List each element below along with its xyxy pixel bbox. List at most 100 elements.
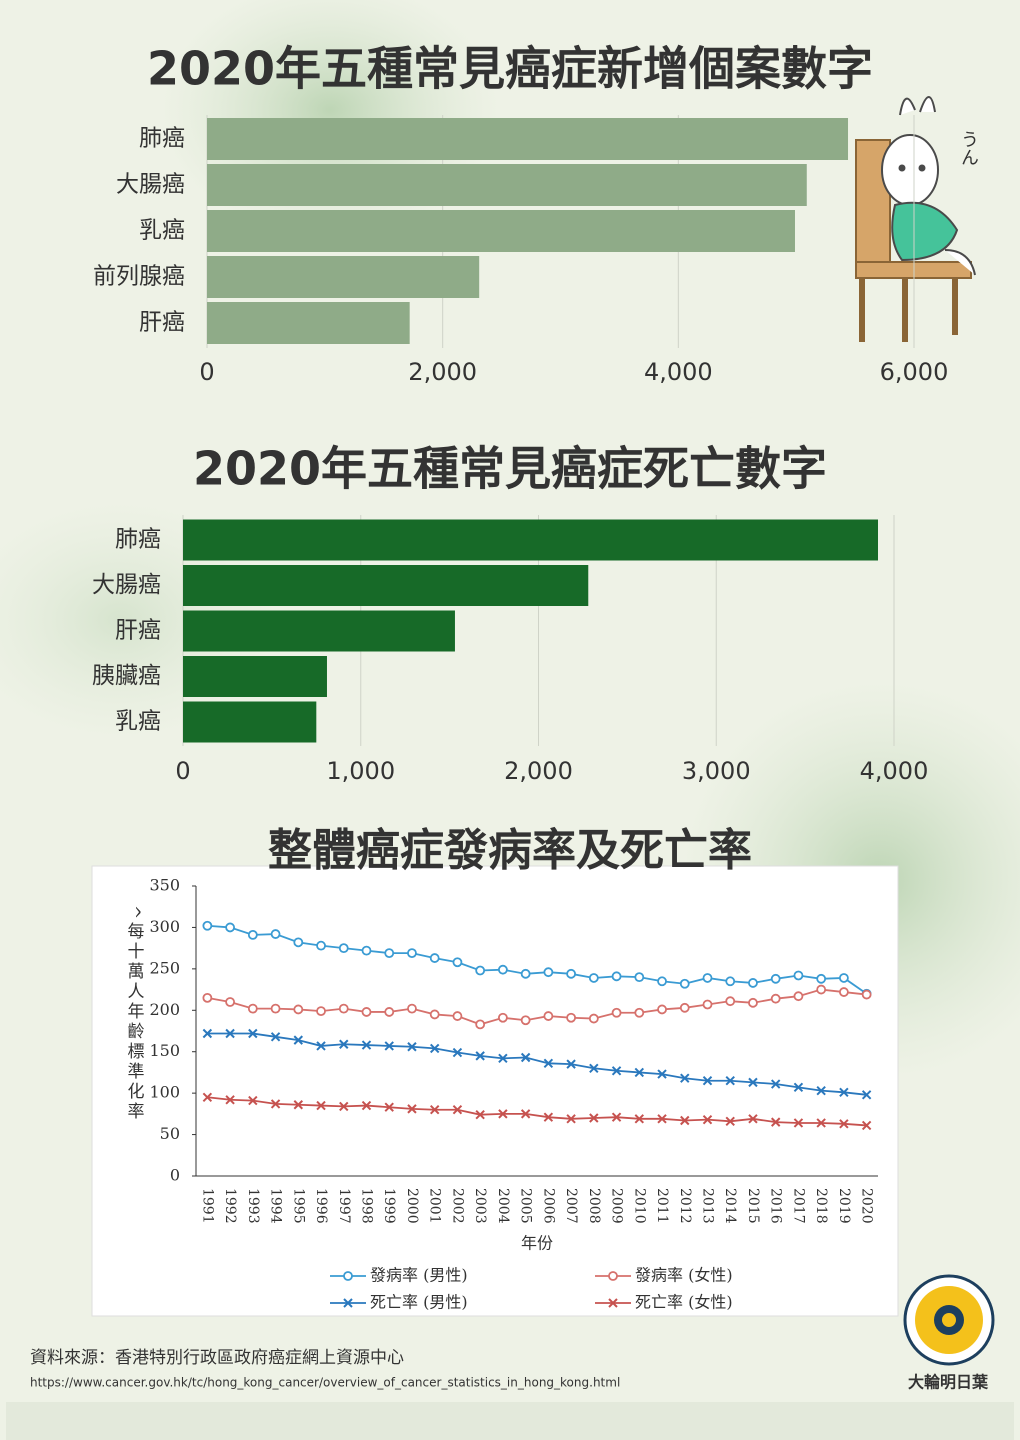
y-tick-label: 大腸癌 [92,572,161,598]
bar [183,610,455,652]
marker [429,953,440,963]
marker [634,1007,645,1018]
marker [657,1069,667,1079]
marker [293,937,304,948]
marker [384,1041,394,1051]
chart-title: 整體癌症發病率及死亡率 [268,825,752,876]
marker [839,1087,849,1098]
y-tick-label: 乳癌 [139,218,185,244]
legend-label: 死亡率 (女性) [635,1293,733,1312]
marker [361,1040,372,1050]
marker [543,1058,554,1069]
marker [225,997,236,1007]
marker [679,978,690,989]
bar [207,256,480,298]
marker [497,964,508,975]
bar [207,118,849,160]
illustration-text: うん [958,130,979,166]
marker [588,973,599,983]
marker [293,1035,304,1045]
series-line [207,1032,867,1096]
marker [793,991,804,1002]
marker [202,920,213,931]
marker [588,1013,599,1024]
marker [657,1114,667,1124]
marker [770,1079,781,1089]
chart-panel [91,865,899,1317]
y-tick-label: 肝癌 [139,310,185,336]
marker [611,971,622,982]
x-tick-label: 2003 [472,1188,488,1224]
marker [225,922,236,933]
marker [725,976,736,987]
marker [384,1007,395,1017]
marker [429,1043,440,1054]
marker [520,1052,531,1063]
bar [207,164,807,206]
x-tick-label: 2006 [540,1188,556,1224]
x-tick-label: 1993 [245,1188,261,1224]
y-tick-label: 肺癌 [139,126,185,152]
marker [361,945,372,956]
y-tick-label: 前列腺癌 [93,264,185,290]
marker [338,1003,349,1014]
x-tick-label: 0 [199,358,214,386]
logo-text: 大輪明日葉 [908,1373,989,1392]
marker [634,1114,645,1124]
chart-title: 2020年五種常見癌症新增個案數字 [147,42,873,96]
marker [316,1006,326,1017]
marker [270,1032,281,1042]
x-axis-label: 年份 [521,1234,553,1253]
legend-marker [608,1298,618,1308]
marker [339,1039,349,1049]
y-tick-label: 200 [149,1000,180,1019]
x-tick-label: 1998 [359,1188,375,1224]
x-tick-label: 2,000 [408,358,477,386]
marker [770,1117,781,1127]
y-tick-label: 350 [149,876,180,895]
marker [589,1113,599,1123]
legend-label: 發病率 (女性) [635,1266,733,1285]
marker [452,1011,463,1021]
x-tick-label: 2010 [631,1188,647,1224]
legend-marker [608,1271,618,1281]
marker [657,1004,667,1015]
marker [270,1099,281,1109]
y-tick-label: 大腸癌 [116,172,185,198]
marker [816,984,827,995]
marker [407,1104,417,1114]
marker [816,1118,826,1128]
x-tick-label: 2016 [768,1188,784,1224]
y-tick-label: 乳癌 [115,709,161,735]
legend-marker [343,1271,353,1281]
x-tick-label: 2018 [813,1188,829,1224]
marker [725,1116,735,1127]
marker [202,1092,213,1102]
marker [293,1100,304,1110]
marker [634,1067,645,1078]
x-tick-label: 2005 [518,1188,534,1224]
bar [207,302,410,344]
marker [225,1028,235,1039]
marker [611,1007,622,1018]
x-tick-label: 1,000 [326,757,395,785]
marker [770,993,781,1004]
marker [429,1105,440,1115]
y-tick-label: 150 [149,1041,180,1060]
bar [183,565,589,606]
marker [793,1082,804,1093]
bar [183,701,317,743]
marker [270,1003,281,1014]
bar [183,519,879,561]
marker [361,1007,372,1017]
marker [498,1053,508,1064]
y-tick-label: 100 [149,1083,180,1102]
x-tick-label: 4,000 [860,757,929,785]
x-tick-label: 3,000 [682,757,751,785]
marker [361,1100,372,1111]
marker [702,1076,713,1086]
x-tick-label: 4,000 [644,358,713,386]
x-tick-label: 2008 [586,1188,602,1224]
marker [339,1101,349,1112]
x-tick-label: 1994 [268,1188,284,1224]
